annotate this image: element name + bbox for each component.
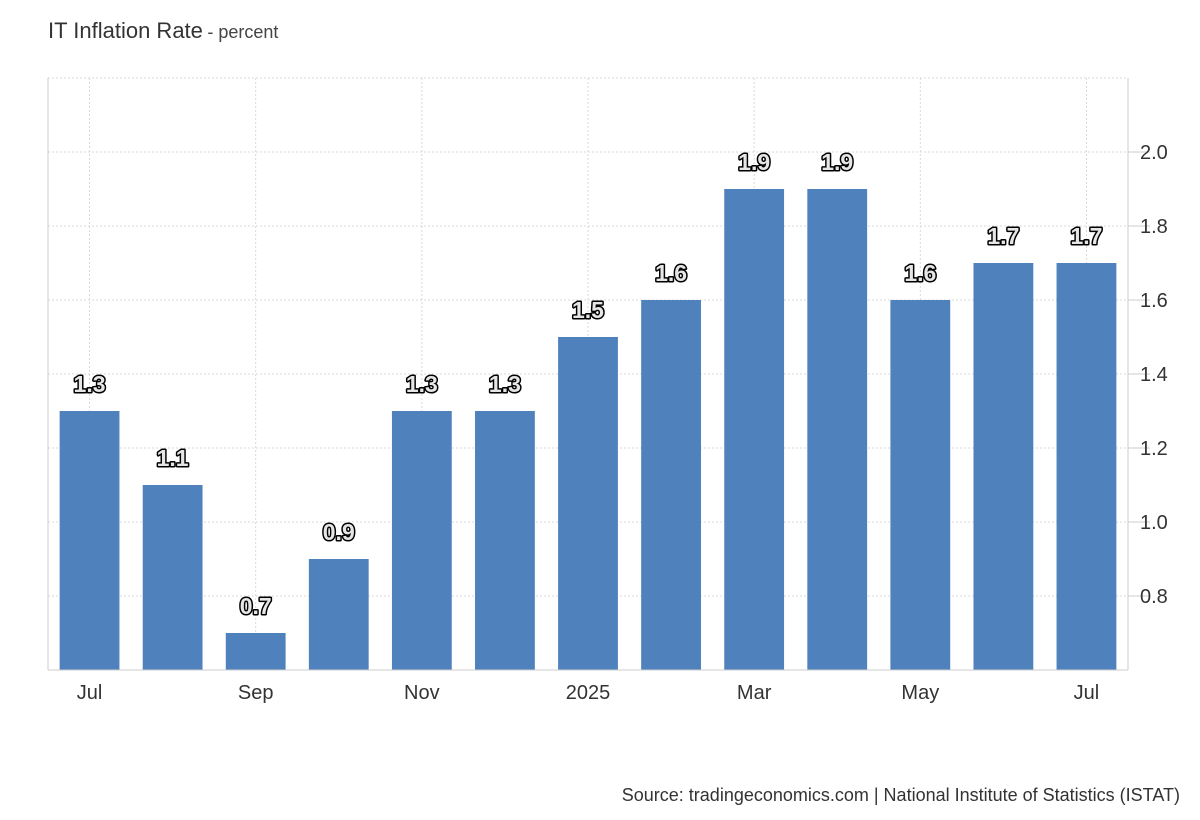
data-label: 1.6 (655, 260, 687, 286)
data-label: 0.9 (323, 519, 355, 545)
data-label: 1.3 (489, 371, 521, 397)
bar (724, 189, 785, 670)
axes: 0.8 1.0 1.2 1.4 1.6 1.8 2.0 Jul Sep Nov 2025 Mar May… (47, 78, 1168, 704)
y-tick-label: 0.8 (1140, 586, 1168, 608)
bar (225, 633, 286, 670)
bar (308, 559, 369, 670)
data-label: 1.5 (572, 297, 604, 323)
bar (59, 411, 120, 670)
chart-subtitle: - percent (207, 22, 279, 42)
bar (807, 189, 868, 670)
data-label: 1.3 (406, 371, 438, 397)
data-label: 1.9 (821, 149, 853, 175)
x-tick-label: Jul (77, 682, 103, 704)
data-label: 1.3 (74, 371, 106, 397)
data-label: 1.7 (987, 223, 1019, 249)
source-note: Source: tradingeconomics.com | National … (621, 785, 1180, 805)
bar (1056, 263, 1117, 670)
x-tick-label: May (901, 682, 939, 704)
bar (475, 411, 535, 670)
x-tick-label: Sep (238, 682, 274, 704)
y-tick-label: 1.2 (1140, 438, 1168, 460)
y-tick-label: 1.4 (1140, 364, 1168, 386)
y-tick-label: 2.0 (1140, 142, 1168, 164)
data-label: 1.9 (738, 149, 770, 175)
y-tick-label: 1.8 (1140, 216, 1168, 238)
x-tick-label: Nov (404, 682, 440, 704)
x-tick-label: Jul (1074, 682, 1100, 704)
chart-title-text: IT Inflation Rate (48, 18, 203, 43)
bars (59, 189, 1117, 670)
x-tick-label: 2025 (566, 682, 611, 704)
data-label: 1.7 (1070, 223, 1102, 249)
bar (391, 411, 452, 670)
x-tick-label: Mar (737, 682, 772, 704)
bar (558, 337, 618, 670)
data-labels: 1.3 1.1 0.7 0.9 1.3 1.3 1.5 1.6 1.9 1.9 1.6 1.7 1.7 (72, 148, 1104, 621)
data-label: 1.1 (157, 445, 189, 471)
y-tick-label: 1.6 (1140, 290, 1168, 312)
data-label: 1.6 (904, 260, 936, 286)
bar (641, 300, 701, 670)
y-tick-label: 1.0 (1140, 512, 1168, 534)
bar (890, 300, 951, 670)
chart-title: IT Inflation Rate - percent (48, 18, 278, 44)
bar (973, 263, 1034, 670)
bar (142, 485, 203, 670)
data-label: 0.7 (240, 593, 272, 619)
